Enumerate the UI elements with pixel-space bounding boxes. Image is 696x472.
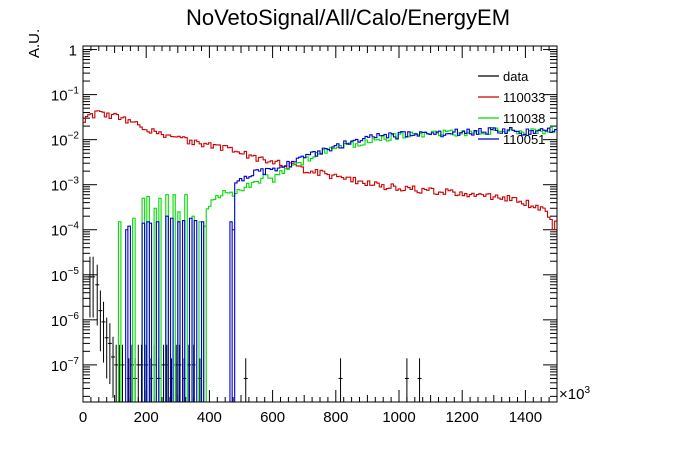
legend-label-110038: 110038: [503, 111, 545, 126]
series-110033-line: [83, 110, 557, 231]
x-tick-label: 1200: [446, 409, 479, 426]
y-tick-label: 10−5: [51, 266, 80, 285]
y-tick-label: 10−7: [51, 356, 80, 375]
y-tick-label: 10−6: [51, 311, 80, 330]
chart-title: NoVetoSignal/All/Calo/EnergyEM: [185, 5, 511, 30]
x-tick-label: 600: [260, 409, 285, 426]
x-tick-label: 200: [134, 409, 159, 426]
x-multiplier-base: 10: [567, 386, 585, 403]
x-tick-label: 0: [79, 409, 87, 426]
x-tick-label: 1000: [382, 409, 415, 426]
x-multiplier-exponent: 3: [584, 385, 591, 396]
y-tick-label: 10−1: [51, 86, 80, 105]
series-110051-line: [125, 126, 557, 402]
x-axis-multiplier: ×103: [559, 385, 591, 403]
x-tick-label: 400: [197, 409, 222, 426]
y-tick-label: 10−3: [51, 176, 80, 195]
legend-label-110051: 110051: [503, 132, 545, 147]
legend-label-data: data: [503, 69, 529, 84]
x-tick-label: 1400: [509, 409, 542, 426]
y-tick-label: 10−4: [51, 221, 80, 240]
series-110038-line: [117, 126, 557, 402]
y-tick-label: 10−2: [51, 131, 80, 150]
x-tick-label: 800: [323, 409, 348, 426]
plot-frame: [82, 45, 558, 403]
legend-label-110033: 110033: [503, 90, 545, 105]
y-tick-label: 1: [69, 43, 77, 60]
